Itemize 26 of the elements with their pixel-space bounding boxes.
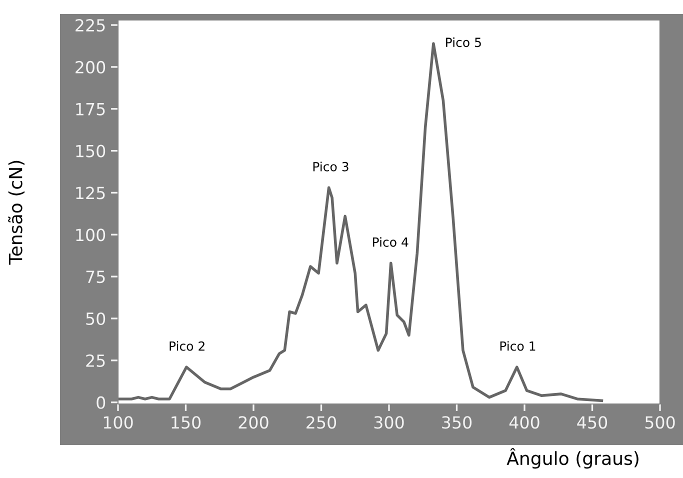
y-tick-label: 50	[86, 312, 106, 326]
y-tick-label: 225	[76, 18, 105, 32]
x-tick-label: 100	[104, 416, 133, 429]
y-tick-label: 100	[76, 228, 106, 242]
y-tick-label: 150	[76, 144, 106, 158]
x-tick-label: 400	[509, 416, 540, 429]
x-tick-label: 250	[306, 416, 336, 429]
x-tick-label: 450	[577, 416, 608, 429]
y-axis-title: Tensão (cN)	[8, 160, 24, 265]
x-tick-label: 300	[374, 416, 404, 429]
x-tick-label: 500	[645, 416, 675, 429]
annotation: Pico 2	[170, 341, 204, 351]
annotation: Pico 3	[313, 162, 348, 172]
y-tick-label: 25	[86, 354, 105, 367]
x-tick-label: 150	[172, 416, 201, 429]
x-tick-label: 200	[238, 416, 268, 429]
annotation: Pico 5	[446, 37, 481, 48]
y-tick-label: 75	[86, 270, 105, 284]
annotation: Pico 4	[372, 237, 408, 247]
y-tick-label: 200	[76, 60, 106, 74]
y-tick-label: 175	[76, 103, 105, 116]
x-axis-title: Ângulo (graus)	[506, 448, 638, 469]
y-tick-label: 0	[96, 396, 106, 409]
y-tick-label: 125	[76, 186, 105, 200]
annotation: Pico 1	[500, 341, 536, 351]
x-tick-label: 350	[442, 416, 472, 429]
